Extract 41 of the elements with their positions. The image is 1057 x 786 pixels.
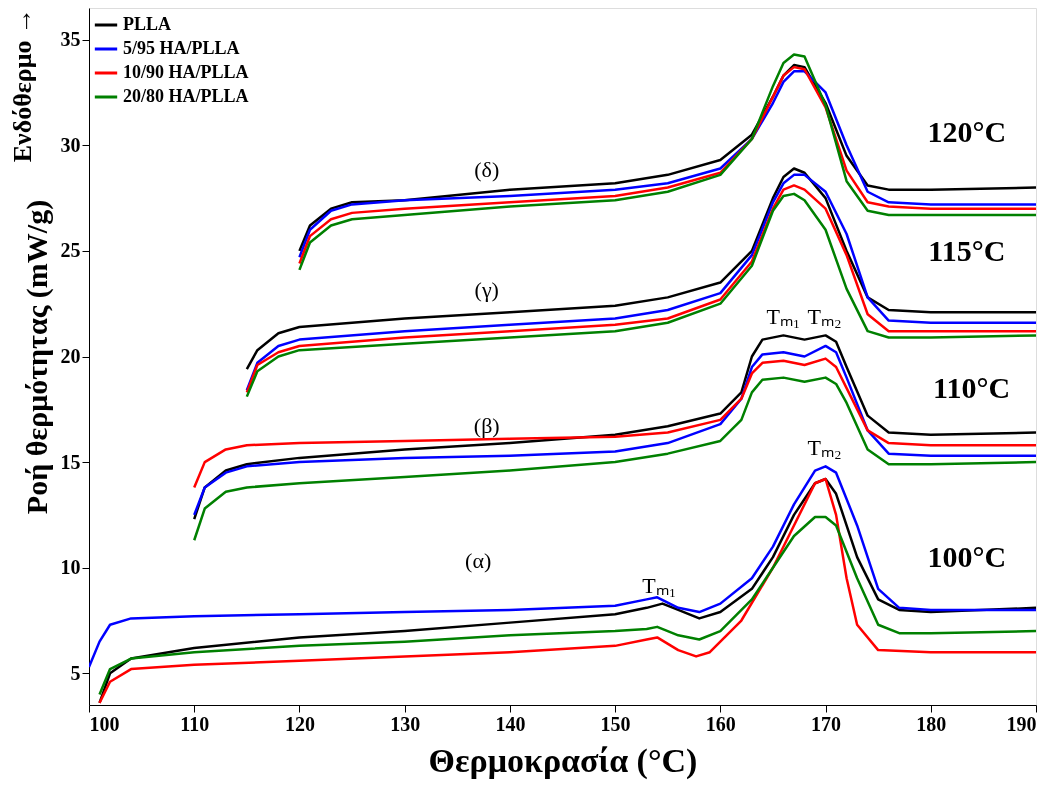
annotation: 110°C <box>933 371 1011 405</box>
line-series <box>192 357 1036 489</box>
annotation: Tₘ₂ <box>807 304 842 330</box>
x-tick-label: 130 <box>390 712 421 735</box>
annotation: 120°C <box>927 115 1007 149</box>
legend-label: PLLA <box>123 14 172 34</box>
x-tick-label: 170 <box>811 712 842 735</box>
x-tick-label: 180 <box>916 712 947 735</box>
x-tick-label: 150 <box>600 712 631 735</box>
x-tick-label: 110 <box>180 712 210 735</box>
legend-label: 5/95 HA/PLLA <box>123 38 240 58</box>
annotation: (δ) <box>474 157 500 183</box>
x-tick-label: 100 <box>89 712 120 735</box>
y-tick-label: 20 <box>60 345 81 367</box>
line-series <box>89 465 1036 669</box>
y-axis-title: Ροή θερμότητας (mW/g) <box>19 199 54 515</box>
x-tick-label: 160 <box>705 712 736 735</box>
annotation: (γ) <box>474 277 499 303</box>
y-tick-label: 10 <box>60 556 81 579</box>
legend-label: 20/80 HA/PLLA <box>123 86 249 106</box>
x-tick-label: 120 <box>284 712 315 735</box>
x-tick-label: 140 <box>495 712 526 735</box>
y-tick-label: 30 <box>60 133 81 156</box>
annotation: 115°C <box>928 233 1006 267</box>
y-tick-label: 5 <box>70 661 81 684</box>
line-series <box>192 376 1036 542</box>
legend-label: 10/90 HA/PLLA <box>123 62 249 82</box>
line-series <box>98 477 1036 705</box>
annotation: 100°C <box>927 539 1007 573</box>
text: Ενδόθερμο → <box>8 8 37 163</box>
line-series <box>98 515 1036 696</box>
annotation: (α) <box>465 547 492 573</box>
y-tick-label: 35 <box>60 28 81 51</box>
y-tick-label: 25 <box>60 239 81 262</box>
x-axis-title: Θερμοκρασία (°C) <box>428 741 698 780</box>
x-tick-label: 190 <box>1006 712 1037 735</box>
annotation: Tₘ₂ <box>807 435 842 461</box>
annotation: Tₘ₁ <box>642 572 677 598</box>
annotation: (β) <box>473 413 500 439</box>
annotation: Tₘ₁ <box>766 304 801 330</box>
y-tick-label: 15 <box>60 450 81 473</box>
